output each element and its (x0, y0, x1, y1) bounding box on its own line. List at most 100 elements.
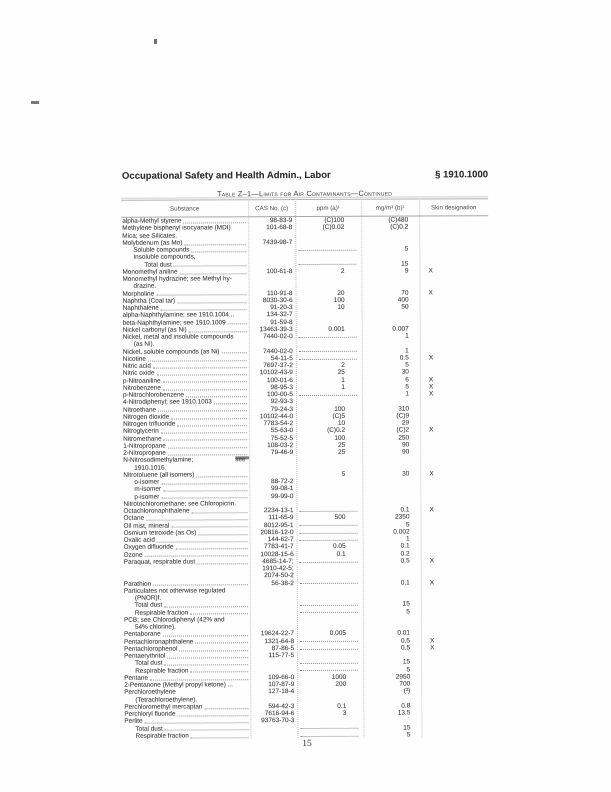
blank-entry-dots (299, 532, 358, 534)
col-header-ppm: ppm (a)¹ (316, 204, 340, 212)
blank-entry-dots (299, 583, 358, 585)
blank-entry-dots (299, 561, 358, 563)
dotted-leader (164, 606, 248, 608)
dotted-leader (156, 374, 247, 376)
scan-artifact (31, 101, 39, 104)
dotted-leader (190, 671, 249, 673)
dotted-leader (163, 490, 248, 492)
blank-entry-dots (298, 249, 357, 251)
dotted-leader (167, 446, 248, 449)
dotted-leader (188, 330, 247, 333)
dotted-leader (164, 729, 249, 731)
dotted-leader (167, 454, 248, 456)
substance-text: Morpholine (122, 290, 155, 298)
dotted-leader (163, 439, 248, 441)
dotted-leader (153, 584, 248, 586)
air-contaminants-table: Substance CAS No. (c) ppm (a)¹ mg/m³ (b)… (121, 198, 490, 739)
blank-entry-dots (299, 539, 358, 541)
substance-text: Perlite (124, 717, 143, 726)
dotted-leader (156, 541, 248, 543)
substance-text: drazine. (133, 282, 157, 290)
dotted-leader (190, 736, 249, 739)
dotted-leader (160, 309, 247, 311)
dotted-leader (191, 512, 248, 514)
dotted-leader (198, 533, 248, 535)
section-number: § 1910.1000 (435, 169, 489, 181)
blank-entry-dots (298, 351, 357, 353)
blank-entry-dots (298, 394, 357, 396)
substance-text: Ozone (123, 551, 143, 559)
substance-text: p-isomer (134, 493, 160, 501)
substance-text: (PNOR)f. (134, 594, 162, 602)
col-header-cas-no: CAS No. (c) (255, 204, 289, 212)
dotted-leader (177, 425, 248, 427)
dotted-leader (227, 323, 247, 325)
dotted-leader (195, 642, 249, 644)
blank-entry-dots (299, 510, 358, 512)
dotted-leader (221, 352, 247, 354)
substance-text: Nicotine (122, 355, 146, 363)
blank-entry-dots (299, 604, 358, 607)
substance-text: m-isomer (134, 485, 162, 493)
substance-text: Pentane (124, 674, 149, 682)
dotted-leader (152, 367, 247, 369)
running-head: Occupational Safety and Health Admin., L… (121, 169, 331, 182)
col-header-substance: Substance (170, 204, 200, 213)
dotted-leader (161, 483, 248, 485)
substance-text: Total dust (135, 659, 163, 667)
dotted-leader (150, 678, 249, 681)
dotted-leader (144, 555, 248, 557)
dotted-leader (144, 722, 249, 724)
dotted-leader (191, 251, 247, 253)
dotted-leader (162, 388, 247, 391)
col-header-skin-designation: Skin designation (430, 203, 477, 211)
blank-entry-dots (298, 336, 357, 338)
masthead: Occupational Safety and Health Admin., L… (122, 169, 488, 182)
dotted-leader (190, 613, 248, 615)
page-number: 15 (302, 738, 312, 750)
scan-artifact (154, 39, 157, 44)
dotted-leader (184, 243, 247, 246)
blank-entry-dots (300, 641, 359, 643)
blank-entry-dots (300, 735, 359, 737)
substance-text: Total dust (135, 725, 163, 733)
substance-text: Nitric oxide (122, 369, 155, 378)
table-header-row: Substance CAS No. (c) ppm (a)¹ mg/m³ (b)… (121, 198, 489, 218)
substance-text: Oxalic acid (123, 536, 155, 544)
col-header-mg-m3: mg/m³ (b)¹ (375, 204, 405, 212)
blank-entry-dots (298, 264, 357, 266)
dotted-leader (146, 519, 248, 521)
substance-text: Total dust (134, 601, 163, 609)
dotted-leader (171, 526, 248, 528)
dotted-leader (204, 707, 249, 709)
dotted-leader (196, 475, 248, 477)
substance-text: Parathion (123, 580, 152, 588)
substance-text: see (235, 456, 250, 464)
dotted-leader (177, 301, 247, 304)
dotted-leader (183, 222, 247, 224)
dotted-leader (167, 657, 249, 659)
dotted-leader (175, 548, 248, 550)
dotted-leader (171, 417, 248, 420)
dotted-leader (158, 410, 248, 412)
dotted-leader (179, 649, 249, 652)
dotted-leader (156, 294, 247, 296)
dotted-leader (197, 562, 248, 564)
blank-entry-dots (299, 612, 358, 614)
dotted-leader (161, 497, 248, 499)
blank-entry-dots (298, 358, 357, 360)
dotted-leader (213, 403, 248, 405)
substance-text: (as Ni). (133, 340, 155, 348)
blank-entry-dots (300, 728, 359, 730)
dotted-leader (147, 359, 247, 362)
dotted-leader (160, 432, 248, 434)
blank-entry-dots (300, 670, 359, 672)
dotted-leader (162, 635, 249, 637)
dotted-leader (162, 381, 247, 383)
blank-entry-dots (299, 525, 358, 527)
blank-entry-dots (300, 648, 359, 650)
dotted-leader (164, 664, 249, 666)
substance-text: Octane (123, 514, 145, 523)
dotted-leader (177, 715, 249, 717)
